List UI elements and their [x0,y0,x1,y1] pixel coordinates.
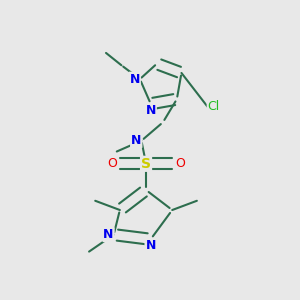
Text: S: S [141,157,151,171]
Text: Cl: Cl [208,100,220,113]
Text: N: N [131,134,141,147]
Text: N: N [130,73,140,85]
Text: O: O [107,157,117,170]
Text: N: N [146,104,156,117]
Text: O: O [175,157,185,170]
Text: N: N [103,228,114,241]
Text: N: N [146,239,156,252]
